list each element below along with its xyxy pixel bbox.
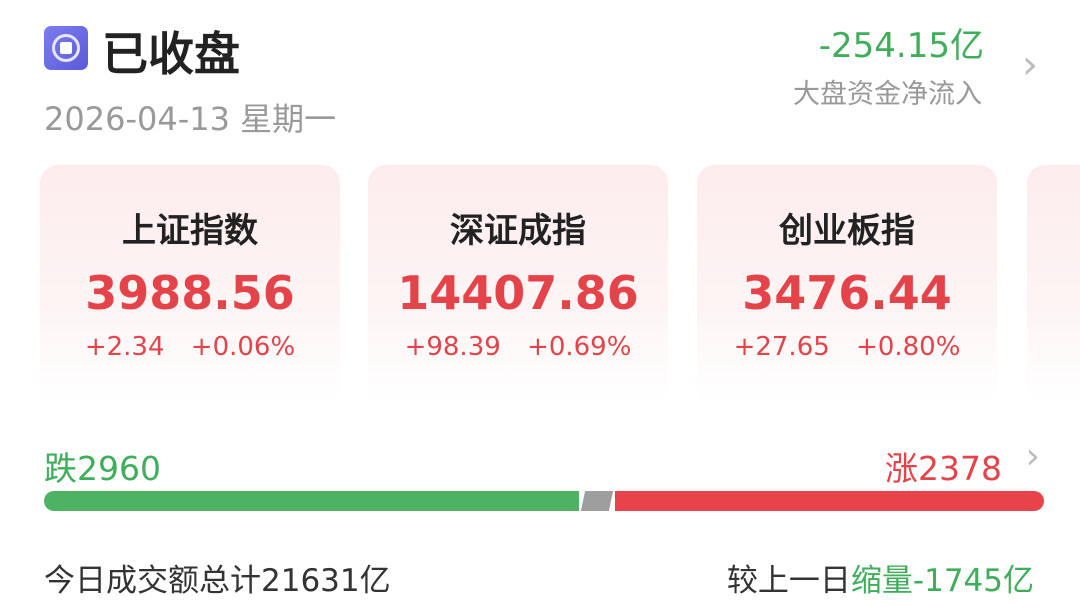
index-card-shanghai[interactable]: 上证指数 3988.56 +2.34 +0.06% — [40, 165, 340, 405]
index-change: +2.34 +0.06% — [40, 332, 340, 362]
index-value: 3988.56 — [85, 266, 295, 320]
market-status: 已收盘 — [102, 27, 240, 81]
change: +2.34 — [84, 332, 165, 362]
turnover-total: 今日成交额总计21631亿 — [44, 555, 391, 600]
chevron-right-icon[interactable]: › — [1022, 42, 1038, 88]
fall-segment — [44, 491, 579, 511]
index-card-shenzhen[interactable]: 深证成指 14407.86 +98.39 +0.69% — [368, 165, 668, 405]
index-change: +27.65 +0.80% — [697, 332, 997, 362]
rise-count[interactable]: 涨2378 — [885, 442, 1002, 490]
turnover-compare: 较上一日缩量-1745亿 — [727, 555, 1034, 600]
change: +27.65 — [733, 332, 830, 362]
index-name: 深证成指 — [450, 211, 586, 251]
fall-number: 2960 — [77, 449, 161, 488]
index-card-partial[interactable] — [1027, 165, 1080, 405]
pct: +0.80% — [856, 332, 961, 362]
pct: +0.69% — [527, 332, 632, 362]
weekday: 星期一 — [240, 100, 337, 138]
turnover-value: 21631亿 — [261, 563, 391, 599]
rise-segment — [614, 491, 1044, 511]
fall-label: 跌 — [44, 449, 77, 488]
rise-number: 2378 — [918, 449, 1002, 488]
pct: +0.06% — [190, 332, 296, 362]
index-change: +98.39 +0.69% — [368, 332, 668, 362]
index-name: 创业板指 — [779, 211, 915, 251]
fall-count: 跌2960 — [44, 442, 161, 490]
net-flow-value[interactable]: -254.15亿 — [818, 26, 984, 66]
flat-segment — [580, 491, 613, 511]
index-name: 上证指数 — [122, 211, 258, 251]
chevron-right-icon[interactable]: › — [1025, 436, 1040, 477]
compare-label: 较上一日 — [726, 563, 851, 599]
market-closed-icon — [44, 26, 88, 70]
rise-label: 涨 — [885, 449, 919, 488]
breadth-bar — [44, 491, 1044, 511]
net-flow-label[interactable]: 大盘资金净流入 — [793, 79, 982, 110]
delta: -1745亿 — [912, 563, 1034, 599]
turnover-label: 今日成交额总计 — [44, 563, 261, 599]
index-card-chinext[interactable]: 创业板指 3476.44 +27.65 +0.80% — [697, 165, 997, 405]
index-value: 14407.86 — [397, 266, 639, 320]
date: 2026-04-13 — [44, 100, 230, 138]
index-value: 3476.44 — [742, 266, 952, 320]
date-line: 2026-04-13 星期一 — [44, 94, 336, 140]
change: +98.39 — [404, 332, 501, 362]
trend: 缩量 — [850, 563, 913, 599]
